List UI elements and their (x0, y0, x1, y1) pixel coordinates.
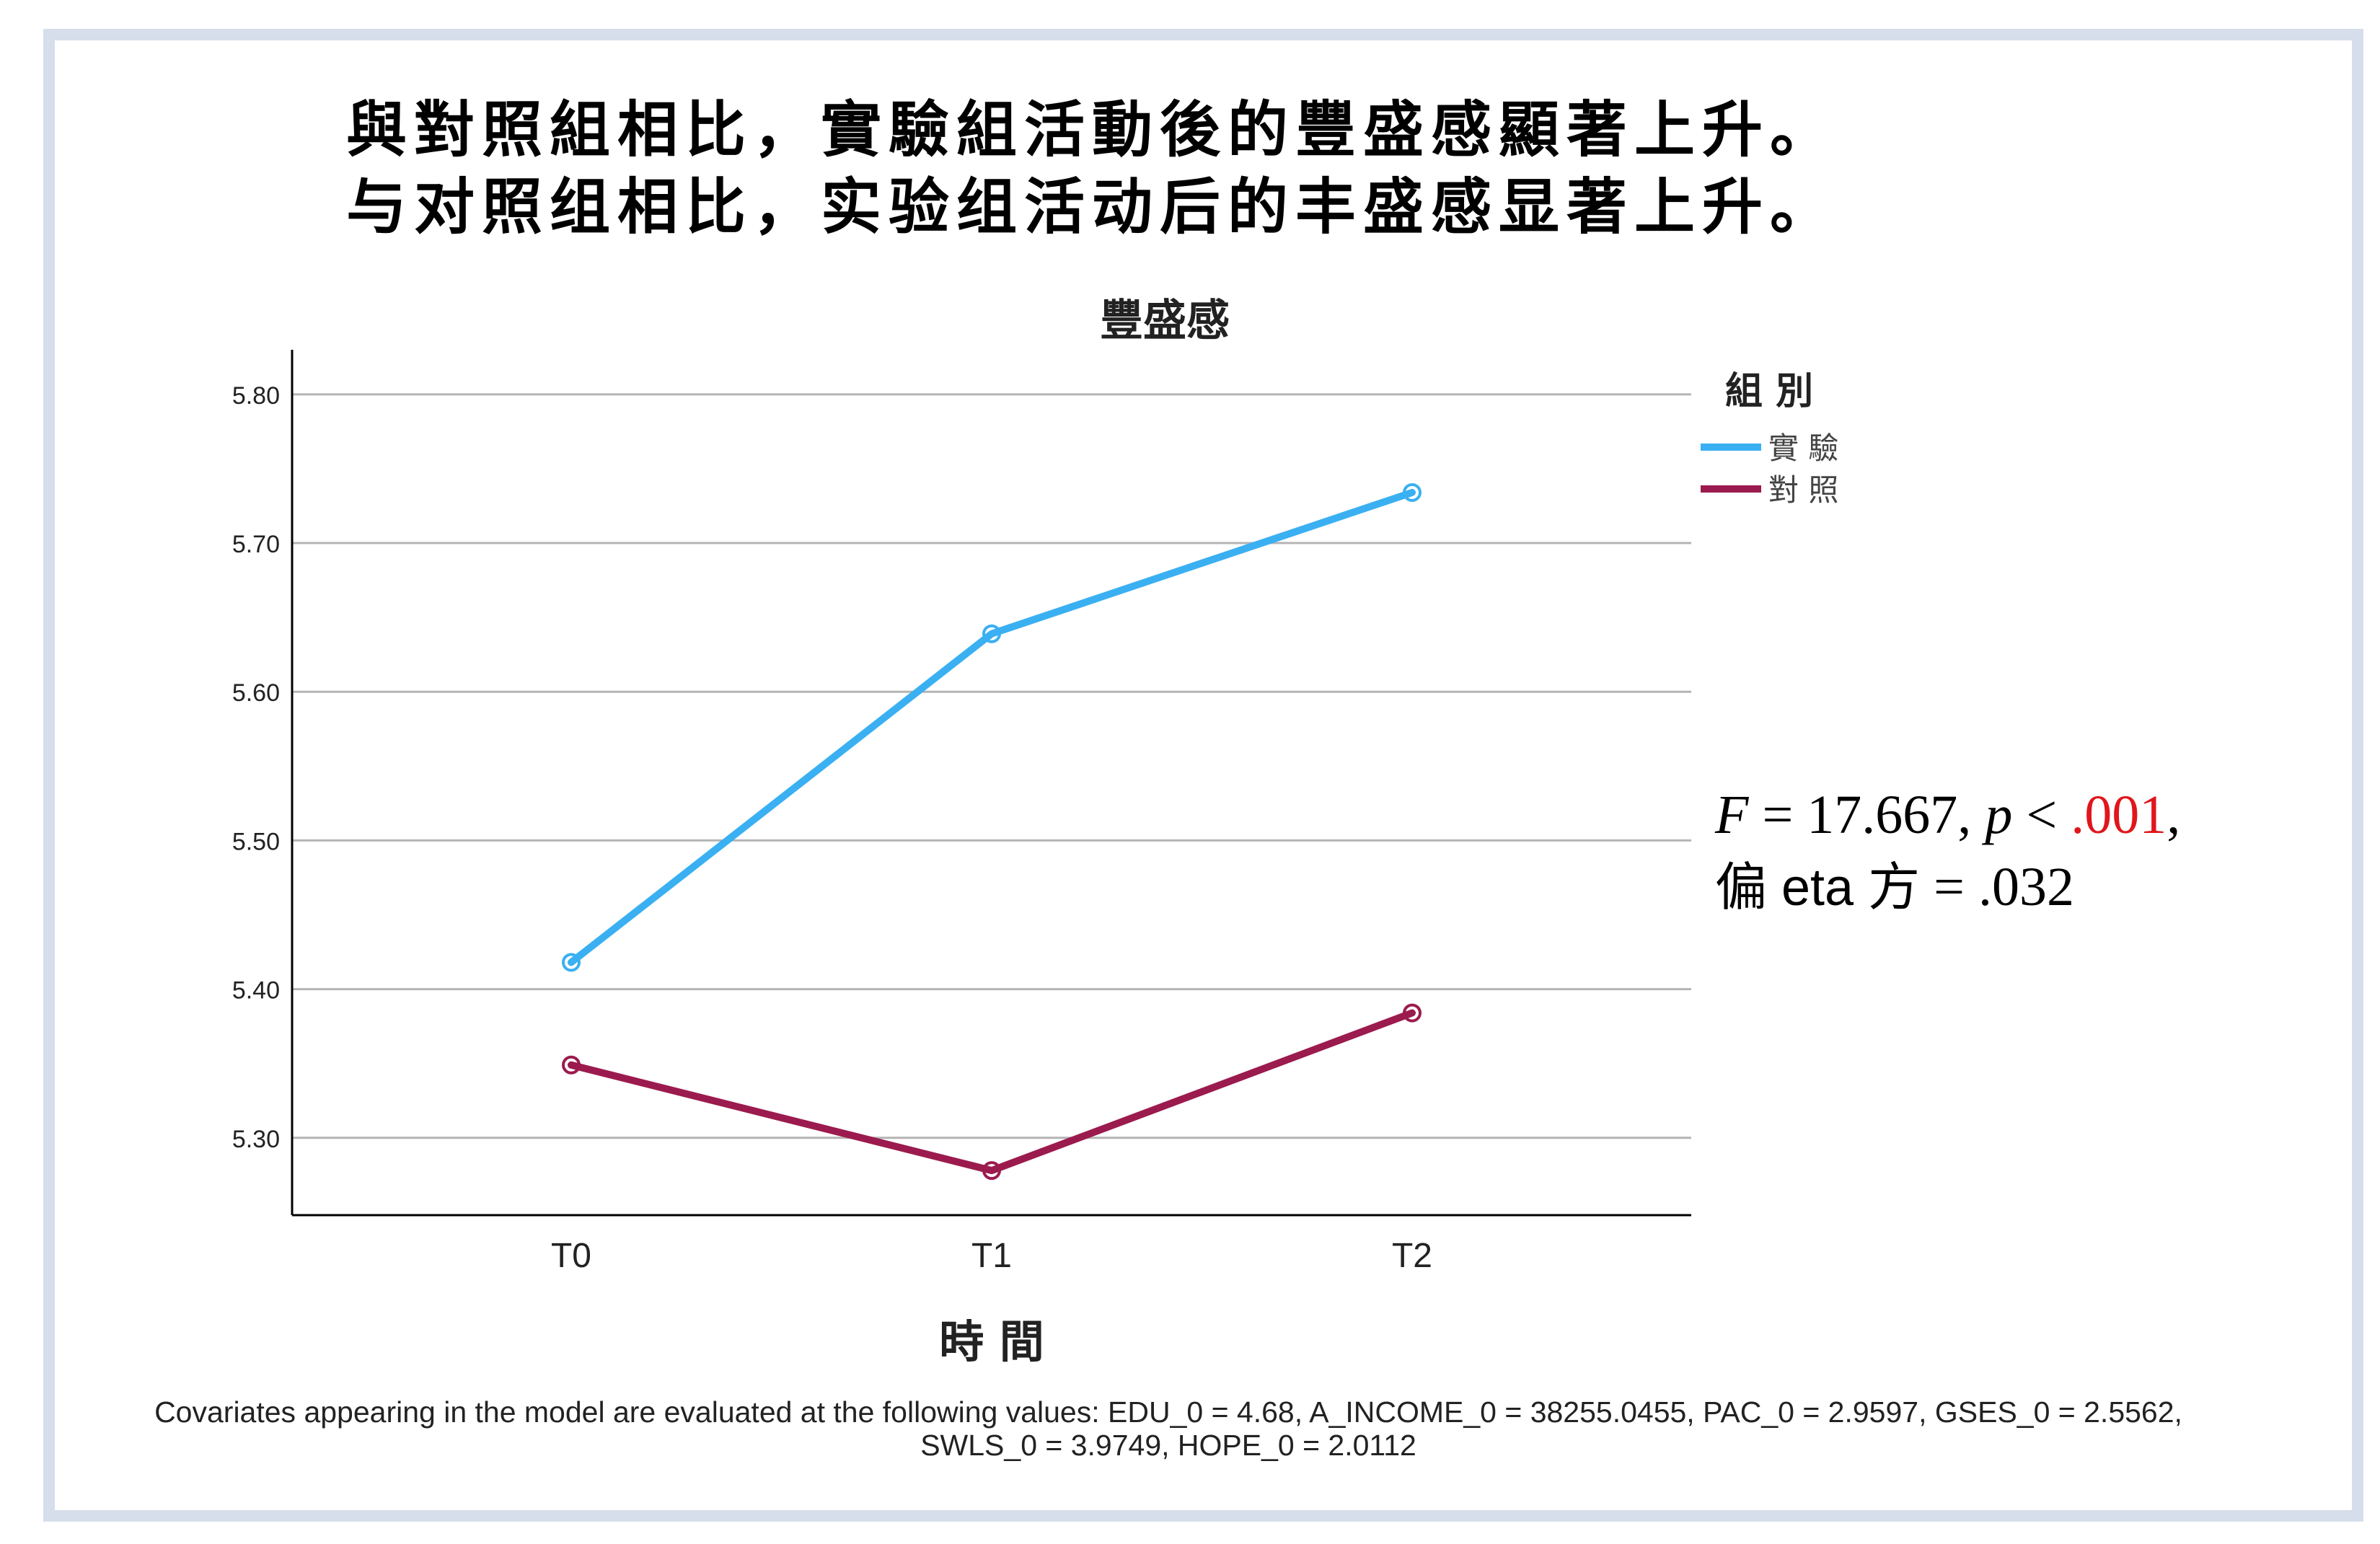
p-operator: < (2012, 785, 2071, 845)
data-point-series-1 (982, 624, 1001, 643)
eta-value: = .032 (1920, 857, 2074, 917)
y-tick-label: 5.30 (232, 1126, 280, 1153)
f-symbol: F (1715, 785, 1749, 845)
heading-simplified: 与对照组相比，实验组活动后的丰盛感显著上升。 (346, 171, 1838, 242)
chart-title: 豐盛感 (1100, 296, 1230, 346)
data-point-series-2 (562, 1055, 581, 1075)
legend-title: 組 別 (1725, 370, 1813, 413)
eta-label: 偏 eta 方 (1715, 859, 1921, 917)
y-tick-label: 5.80 (232, 382, 280, 410)
stats-annotation: F = 17.667, p < .001, 偏 eta 方 = .032 (1715, 779, 2180, 924)
y-tick-label: 5.40 (232, 977, 280, 1005)
stats-line-f: F = 17.667, p < .001, (1715, 779, 2180, 851)
y-tick-label: 5.70 (232, 531, 280, 558)
x-tick-label: T2 (1392, 1237, 1432, 1275)
x-tick-label: T0 (551, 1237, 591, 1275)
f-value: = 17.667, (1748, 785, 1985, 845)
y-tick-label: 5.50 (232, 828, 280, 855)
data-point-series-1 (1403, 482, 1422, 502)
data-point-series-1 (562, 953, 581, 972)
data-point-series-2 (982, 1161, 1001, 1181)
covariates-footnote: Covariates appearing in the model are ev… (154, 1395, 2182, 1462)
p-trail: , (2167, 785, 2181, 845)
data-point-series-2 (1403, 1003, 1422, 1023)
y-tick-label: 5.60 (232, 679, 280, 707)
legend-label-1: 實 驗 (1768, 431, 1838, 466)
x-axis-title: 時 間 (939, 1315, 1044, 1368)
figure-frame (43, 29, 2363, 1522)
series-line-1 (568, 488, 1416, 966)
legend-label-2: 對 照 (1768, 472, 1838, 508)
p-value: .001 (2071, 785, 2167, 845)
x-tick-label: T1 (971, 1237, 1012, 1275)
stats-line-eta: 偏 eta 方 = .032 (1715, 851, 2180, 924)
heading-traditional: 與對照組相比，實驗組活動後的豐盛感顯著上升。 (346, 94, 1838, 165)
p-symbol: p (1985, 785, 2013, 845)
series-line-2 (568, 1009, 1416, 1175)
